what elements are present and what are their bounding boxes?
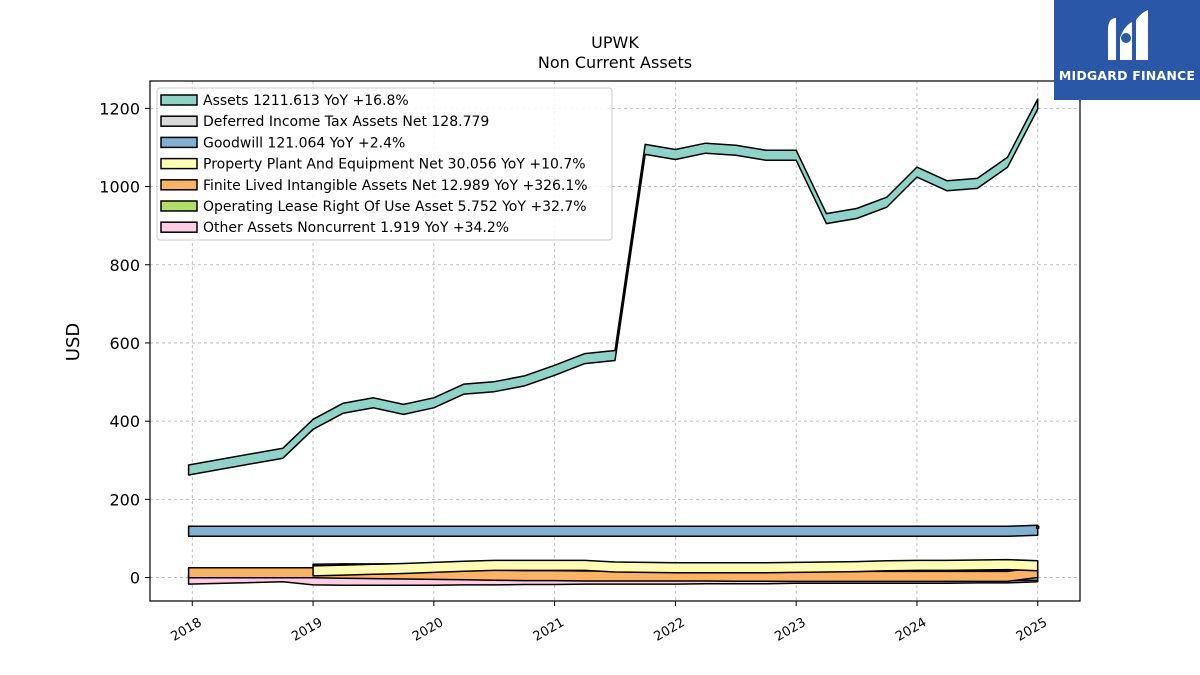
legend-swatch-operating-lease-right-of-use-asset — [160, 200, 198, 212]
legend-box — [156, 87, 613, 241]
legend-swatch-property-plant-and-equipment-net — [160, 157, 198, 170]
x-tick-label: 2025 — [1014, 615, 1050, 645]
chart-title: UPWK — [591, 33, 639, 52]
legend-label-property-plant-and-equipment-net: Property Plant And Equipment Net 30.056 … — [203, 157, 586, 173]
x-tick-label: 2020 — [410, 615, 446, 645]
x-tick-label: 2022 — [652, 615, 688, 645]
legend-swatch-goodwill — [160, 136, 198, 149]
y-tick-label: 800 — [109, 256, 140, 275]
legend-label-goodwill: Goodwill 121.064 YoY +2.4% — [203, 135, 405, 151]
brand-logo: MIDGARD FINANCE — [1054, 0, 1200, 100]
plot-frame — [149, 80, 1081, 602]
series-assets — [187, 98, 1039, 476]
x-tick-label: 2021 — [531, 615, 567, 645]
legend-label-other-assets-noncurrent: Other Assets Noncurrent 1.919 YoY +34.2% — [203, 220, 509, 236]
legend-label-deferred-income-tax-assets-net: Deferred Income Tax Assets Net 128.779 — [203, 114, 489, 130]
legend-swatch-assets — [160, 94, 198, 106]
y-axis-label: USD — [63, 323, 84, 361]
series-property-plant-and-equipment-net — [312, 558, 1039, 577]
legend-swatch-other-assets-noncurrent — [160, 221, 198, 233]
logo-mark-icon — [1108, 10, 1148, 60]
series-goodwill — [187, 524, 1039, 538]
y-tick-label: 1200 — [99, 99, 140, 118]
legend-label-assets: Assets 1211.613 YoY +16.8% — [203, 93, 409, 109]
x-tick-label: 2019 — [289, 615, 325, 645]
series-deferred-income-tax-assets-net — [1035, 525, 1040, 529]
legend-swatch-finite-lived-intangible-assets-net — [160, 179, 198, 191]
legend-label-operating-lease-right-of-use-asset: Operating Lease Right Of Use Asset 5.752… — [203, 199, 587, 215]
x-tick-label: 2023 — [772, 615, 808, 645]
y-tick-label: 600 — [109, 334, 140, 353]
y-tick-label: 1000 — [99, 178, 140, 197]
chart-subtitle: Non Current Assets — [538, 53, 692, 72]
logo-text: MIDGARD FINANCE — [1058, 68, 1196, 83]
legend-swatch-deferred-income-tax-assets-net — [160, 115, 198, 127]
legend-label-finite-lived-intangible-assets-net: Finite Lived Intangible Assets Net 12.98… — [203, 178, 588, 194]
y-tick-label: 200 — [109, 490, 140, 509]
y-tick-label: 400 — [109, 412, 140, 431]
y-tick-label: 0 — [130, 569, 140, 588]
x-tick-label: 2024 — [893, 615, 929, 645]
x-tick-label: 2018 — [168, 615, 204, 645]
